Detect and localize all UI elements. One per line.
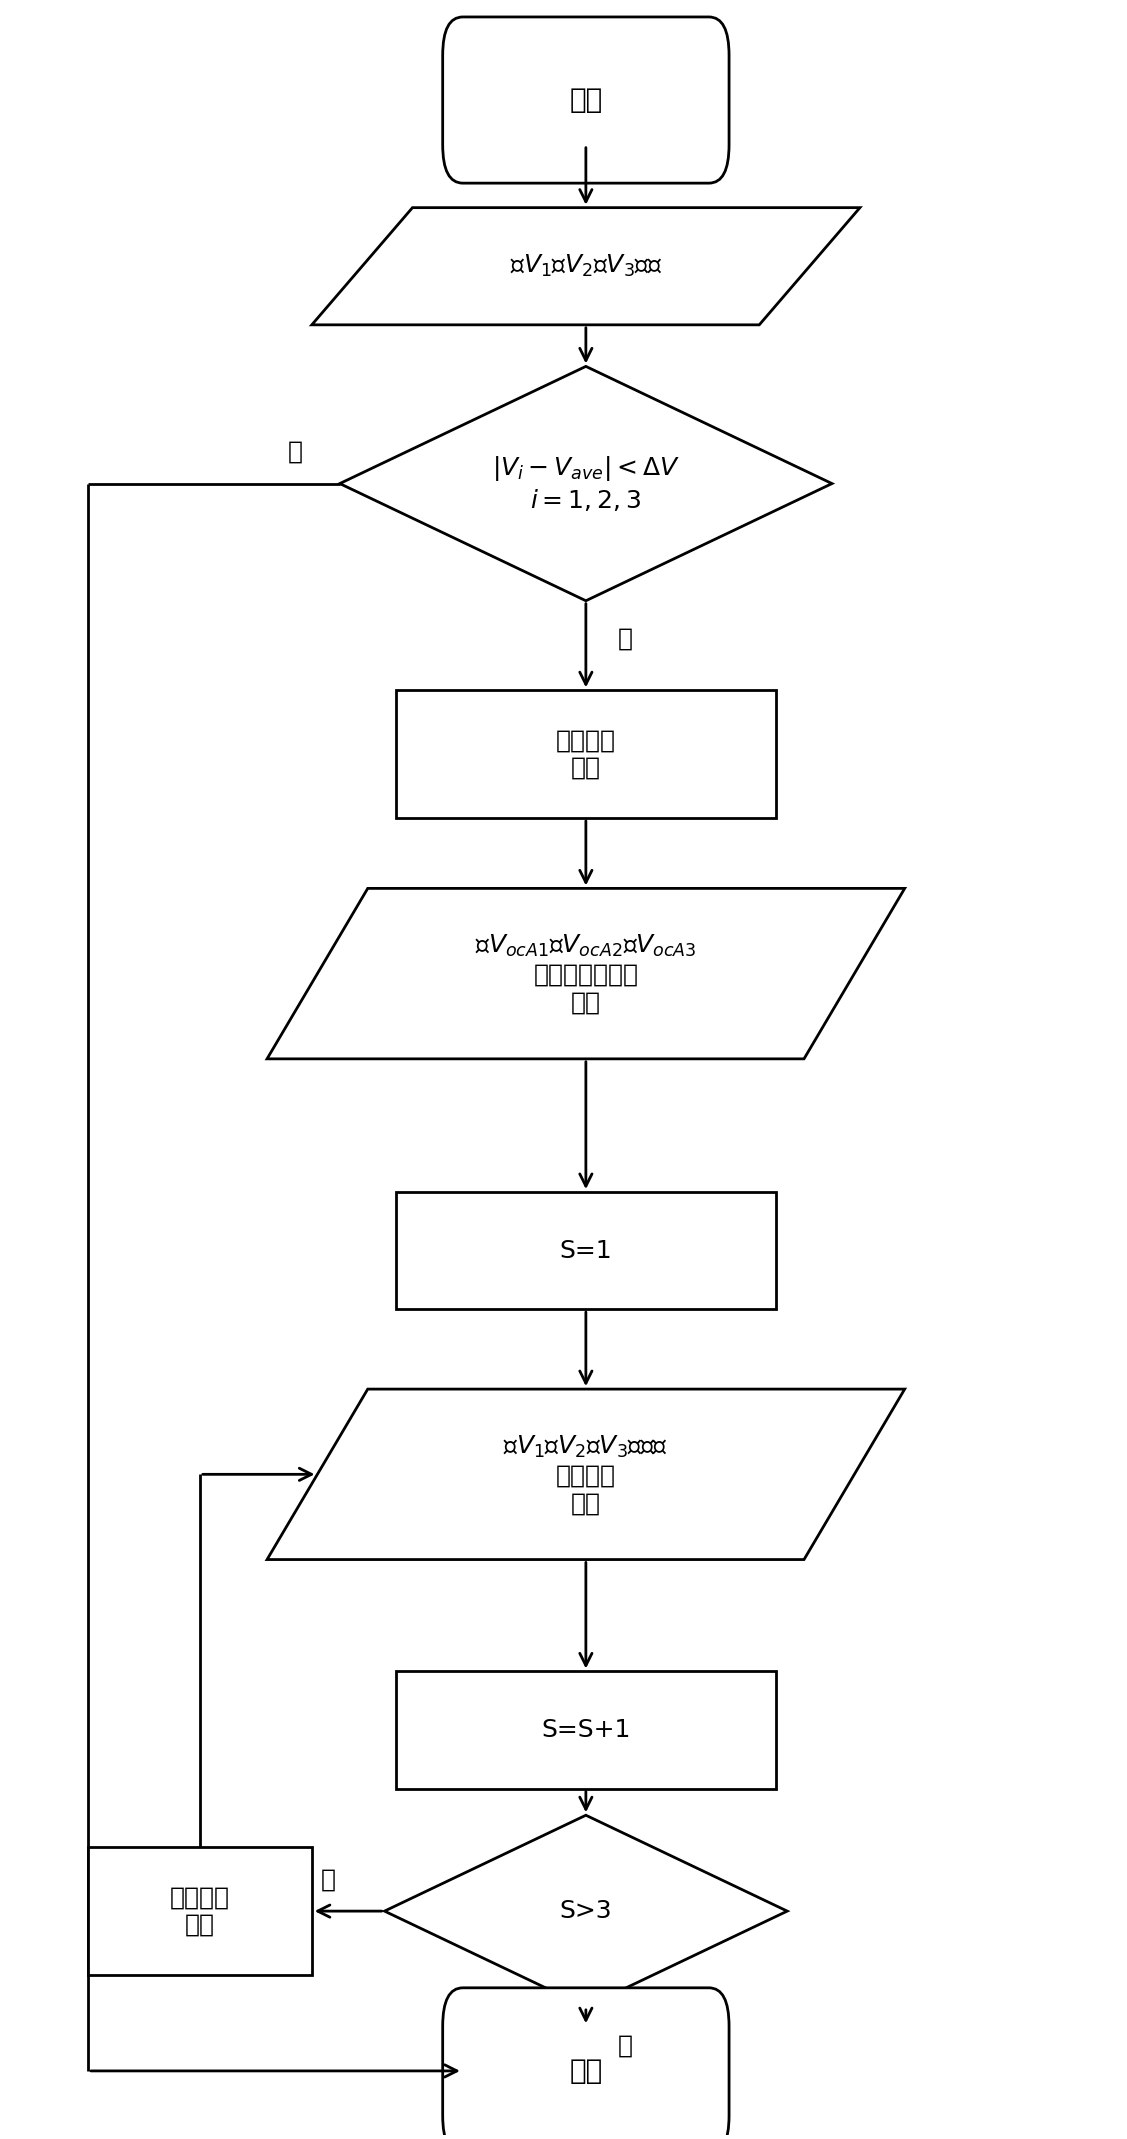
Polygon shape [312, 207, 860, 325]
Text: 断开开关
矩阵: 断开开关 矩阵 [556, 727, 615, 781]
Text: $|V_i-V_{ave}|<\Delta V$
$i=1,2,3$: $|V_i-V_{ave}|<\Delta V$ $i=1,2,3$ [491, 453, 680, 513]
Text: 是: 是 [618, 627, 632, 650]
Bar [396, 691, 777, 817]
Polygon shape [384, 1816, 788, 2006]
Bar [396, 1191, 777, 1309]
Text: 对$V_1$、$V_2$、$V_3$采样并
进行升序
排列: 对$V_1$、$V_2$、$V_3$采样并 进行升序 排列 [504, 1433, 668, 1514]
Text: S>3: S>3 [560, 1899, 612, 1923]
Polygon shape [267, 888, 905, 1059]
FancyBboxPatch shape [443, 1987, 729, 2139]
Text: 结束: 结束 [569, 2058, 603, 2086]
Text: 否: 否 [321, 1867, 336, 1891]
Bar [396, 1671, 777, 1788]
FancyBboxPatch shape [443, 17, 729, 184]
Text: 对$V_{ocA1}$、$V_{ocA2}$、$V_{ocA3}$
采样并进行降序
排列: 对$V_{ocA1}$、$V_{ocA2}$、$V_{ocA3}$ 采样并进行降… [476, 933, 696, 1014]
Bar [88, 1848, 312, 1974]
Text: 是: 是 [618, 2034, 632, 2058]
Polygon shape [267, 1388, 905, 1559]
Text: S=1: S=1 [560, 1238, 612, 1262]
Text: 调整开关
矩阵: 调整开关 矩阵 [170, 1884, 230, 1938]
Text: 对$V_1$、$V_2$、$V_3$采样: 对$V_1$、$V_2$、$V_3$采样 [509, 252, 662, 280]
Text: 开始: 开始 [569, 86, 603, 113]
Polygon shape [339, 366, 832, 601]
Text: S=S+1: S=S+1 [541, 1718, 631, 1741]
Text: 否: 否 [287, 441, 302, 464]
